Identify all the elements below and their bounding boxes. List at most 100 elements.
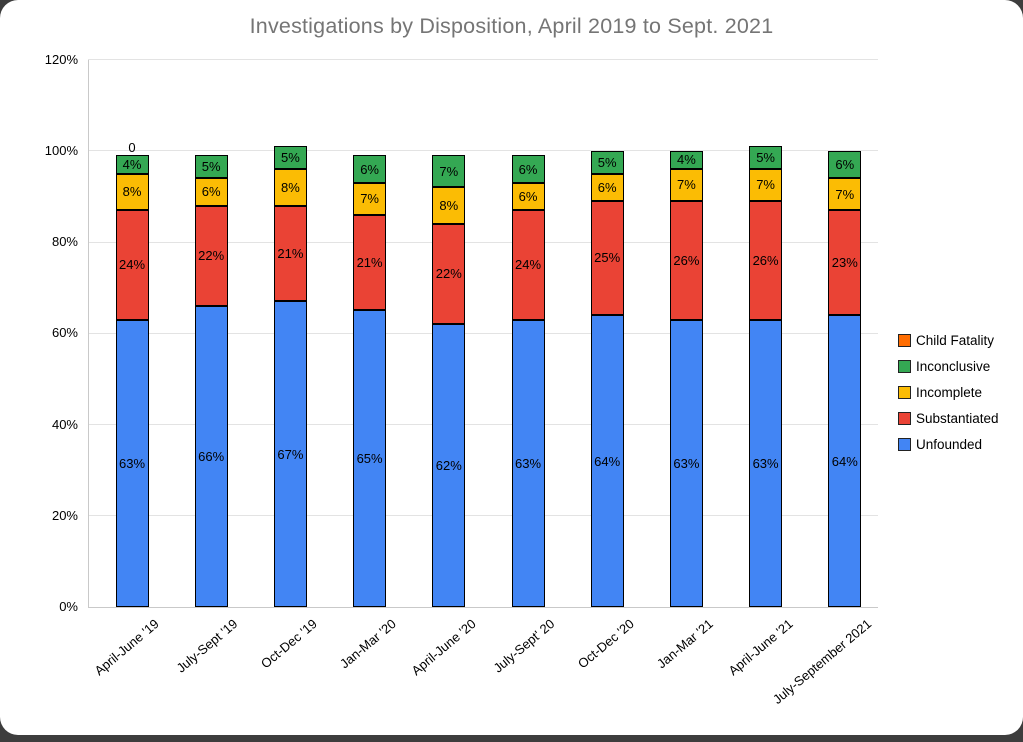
bar-segment-incomplete[interactable]: 6% [511,182,545,211]
x-axis-label: Jan-Mar '21 [654,616,717,672]
bar-value-label: 7% [360,191,379,207]
bar-value-label: 26% [752,252,779,268]
bar-value-label: 7% [835,186,855,202]
bar-value-label: 6% [201,184,221,200]
bar-segment-substantiated[interactable]: 22% [194,205,228,306]
bar-segment-incomplete[interactable]: 6% [194,178,228,206]
bar-segment-substantiated[interactable]: 26% [669,200,703,320]
bar-segment-substantiated[interactable]: 24% [115,210,149,320]
legend-item-substantiated[interactable]: Substantiated [898,405,999,431]
bar-segment-inconclusive[interactable]: 6% [511,155,545,183]
bar-segment-substantiated[interactable]: 26% [749,200,783,320]
bar-value-label: 67% [277,446,304,462]
bar-value-label: 25% [594,250,621,266]
bar-value-label: 8% [122,184,142,200]
bar-segment-unfounded[interactable]: 66% [194,305,228,607]
bar-value-label: 62% [435,458,462,474]
bar-value-label: 7% [439,163,459,179]
bar-segment-incomplete[interactable]: 7% [749,169,783,201]
bar-value-label: 24% [514,257,542,273]
bar-segment-unfounded[interactable]: 63% [115,319,149,607]
gridline [88,332,878,334]
bar-segment-unfounded[interactable]: 64% [828,315,862,607]
bar-segment-inconclusive[interactable]: 4% [115,155,149,174]
bar-value-label: 65% [356,451,383,467]
bar-value-label: 66% [198,448,225,464]
bar-value-label: 64% [594,453,621,469]
chart-title: Investigations by Disposition, April 201… [249,14,774,38]
x-axis-label: Jan-Mar '20 [337,616,400,672]
gridline [88,241,878,243]
x-axis-label: July-Sept' 20 [490,616,558,676]
y-axis-tick-label: 40% [51,416,78,432]
bar-segment-substantiated[interactable]: 24% [511,210,545,320]
bar-segment-incomplete[interactable]: 7% [828,178,862,211]
bar-value-label: 6% [518,188,538,204]
legend-item-incomplete[interactable]: Incomplete [898,379,999,405]
bar-segment-inconclusive[interactable]: 6% [828,150,862,179]
y-axis-tick-label: 60% [51,325,78,341]
bar-value-label: 5% [756,150,775,166]
bar-value-label: 7% [676,177,696,193]
legend-item-unfounded[interactable]: Unfounded [898,431,999,457]
legend-item-inconclusive[interactable]: Inconclusive [898,353,999,379]
x-axis-label: Oct-Dec '20 [574,616,637,672]
bar-segment-inconclusive[interactable]: 7% [432,155,466,188]
legend-label: Substantiated [916,410,999,426]
x-axis-label: April-June '21 [725,616,796,679]
legend-label: Incomplete [916,384,983,400]
bar-value-label: 4% [122,156,142,172]
bar-value-label: 24% [118,257,146,273]
x-axis-label: Oct-Dec '19 [258,616,321,672]
y-axis-tick-label: 20% [51,507,78,523]
bar-segment-incomplete[interactable]: 7% [669,169,703,201]
bar-value-label: 21% [356,255,383,271]
bar-value-label: 22% [435,266,462,282]
bar-value-label: 23% [831,255,858,271]
bar-value-label: 7% [756,177,775,193]
bar-segment-substantiated[interactable]: 21% [353,214,387,311]
legend-label: Unfounded [916,436,983,452]
legend-item-child-fatality[interactable]: Child Fatality [898,327,999,353]
y-axis-tick-label: 100% [44,142,78,158]
bar-value-label: 8% [439,198,459,213]
y-axis-tick-label: 120% [44,51,78,67]
bar-segment-inconclusive[interactable]: 5% [194,155,228,179]
bar-segment-unfounded[interactable]: 63% [669,319,703,607]
bar-segment-incomplete[interactable]: 7% [353,182,387,215]
bar-value-label: 21% [277,245,304,261]
legend: Child Fatality Inconclusive Incomplete Subs… [898,327,999,457]
bar-segment-unfounded[interactable]: 65% [353,310,387,607]
bar-segment-incomplete[interactable]: 8% [115,173,149,211]
legend-swatch-icon [898,359,911,373]
gridline [88,515,878,517]
bar-segment-unfounded[interactable]: 67% [273,301,307,607]
bar-segment-inconclusive[interactable]: 5% [749,146,783,169]
bar-segment-inconclusive[interactable]: 4% [669,150,703,169]
bar-segment-substantiated[interactable]: 21% [273,205,307,302]
bar-value-label: 4% [676,152,696,168]
bar-segment-incomplete[interactable]: 8% [273,169,307,206]
bar-annotation-child-fatality: 0 [128,140,136,156]
bar-segment-inconclusive[interactable]: 5% [273,146,307,169]
legend-label: Child Fatality [916,332,995,348]
bar-segment-inconclusive[interactable]: 6% [353,155,387,183]
bar-segment-unfounded[interactable]: 63% [749,319,783,607]
bar-segment-unfounded[interactable]: 64% [590,315,624,607]
bar-value-label: 5% [597,154,617,170]
bar-segment-unfounded[interactable]: 62% [432,324,466,607]
bar-segment-substantiated[interactable]: 25% [590,200,624,315]
gridline [88,59,878,60]
bar-value-label: 64% [831,453,858,469]
x-axis-label: April-June '19 [91,616,162,679]
bar-segment-incomplete[interactable]: 8% [432,187,466,224]
bar-value-label: 63% [514,455,542,471]
gridline [88,424,878,425]
bar-segment-incomplete[interactable]: 6% [590,173,624,201]
bar-segment-unfounded[interactable]: 63% [511,319,545,607]
legend-swatch-icon [898,411,911,425]
bar-segment-inconclusive[interactable]: 5% [590,150,624,174]
bar-segment-substantiated[interactable]: 23% [828,210,862,315]
bar-segment-substantiated[interactable]: 22% [432,223,466,325]
bar-value-label: 6% [360,161,379,177]
